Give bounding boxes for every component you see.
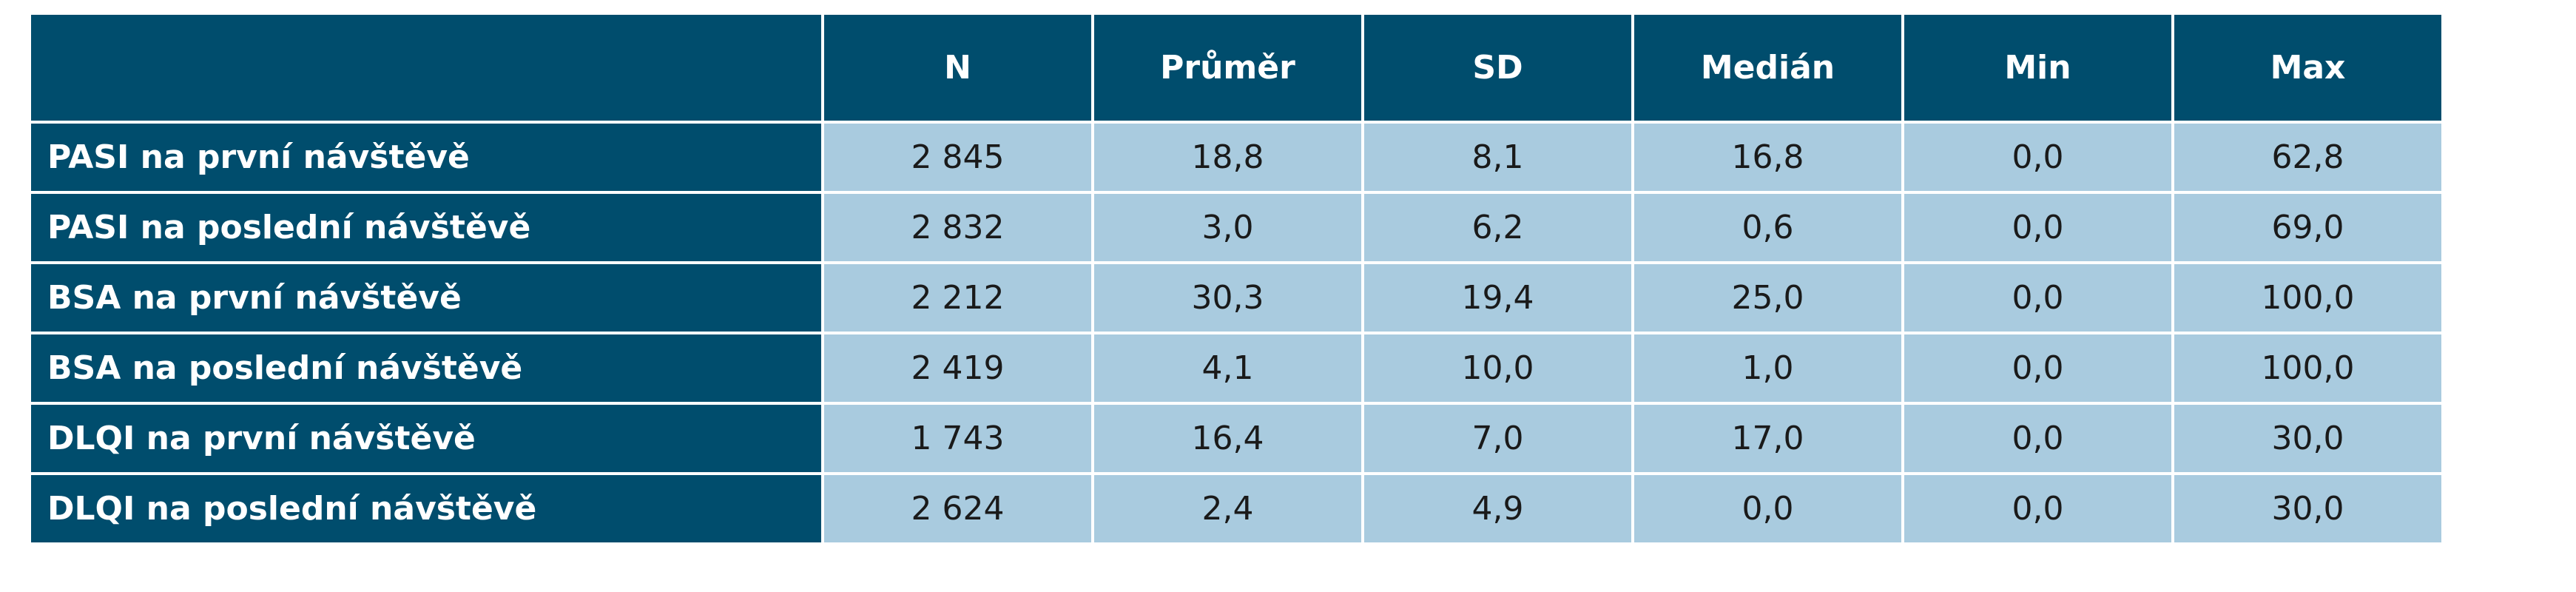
table-cell: 18,8: [1094, 124, 1361, 191]
table-cell: 19,4: [1364, 264, 1631, 332]
corner-cell: [31, 15, 821, 121]
table-cell: 2 624: [824, 475, 1091, 542]
column-header: SD: [1364, 15, 1631, 121]
column-header: Max: [2174, 15, 2441, 121]
table-cell: 16,4: [1094, 405, 1361, 472]
table-cell: 6,2: [1364, 194, 1631, 261]
column-header: Medián: [1634, 15, 1901, 121]
table-cell: 8,1: [1364, 124, 1631, 191]
table-cell: 1 743: [824, 405, 1091, 472]
table-cell: 30,3: [1094, 264, 1361, 332]
table-cell: 16,8: [1634, 124, 1901, 191]
table-cell: 0,0: [1904, 264, 2171, 332]
table-cell: 7,0: [1364, 405, 1631, 472]
table-row: BSA na poslední návštěvě 2 419 4,1 10,0 1,0 0…: [31, 334, 2441, 402]
table-cell: 0,6: [1634, 194, 1901, 261]
table-cell: 2,4: [1094, 475, 1361, 542]
table-row: PASI na poslední návštěvě 2 832 3,0 6,2 0,6 0…: [31, 194, 2441, 261]
table-cell: 2 419: [824, 334, 1091, 402]
table-cell: 10,0: [1364, 334, 1631, 402]
column-header: Min: [1904, 15, 2171, 121]
table-cell: 3,0: [1094, 194, 1361, 261]
table-cell: 0,0: [1904, 405, 2171, 472]
table-cell: 100,0: [2174, 334, 2441, 402]
table-header: N Průměr SD Medián Min Max: [31, 15, 2441, 121]
row-header: DLQI na poslední návštěvě: [31, 475, 821, 542]
table-cell: 4,9: [1364, 475, 1631, 542]
table-row: DLQI na první návštěvě 1 743 16,4 7,0 17,0 0,…: [31, 405, 2441, 472]
table-cell: 25,0: [1634, 264, 1901, 332]
table-row: BSA na první návštěvě 2 212 30,3 19,4 25,0 0,…: [31, 264, 2441, 332]
table-cell: 0,0: [1634, 475, 1901, 542]
table-body: PASI na první návštěvě 2 845 18,8 8,1 16,8 0,…: [31, 124, 2441, 542]
table-cell: 0,0: [1904, 124, 2171, 191]
row-header: BSA na první návštěvě: [31, 264, 821, 332]
table-cell: 100,0: [2174, 264, 2441, 332]
table-cell: 2 832: [824, 194, 1091, 261]
table-cell: 1,0: [1634, 334, 1901, 402]
table-row: PASI na první návštěvě 2 845 18,8 8,1 16,8 0,…: [31, 124, 2441, 191]
table-cell: 17,0: [1634, 405, 1901, 472]
row-header: PASI na poslední návštěvě: [31, 194, 821, 261]
table-cell: 0,0: [1904, 475, 2171, 542]
row-header: PASI na první návštěvě: [31, 124, 821, 191]
table-cell: 4,1: [1094, 334, 1361, 402]
table-cell: 2 212: [824, 264, 1091, 332]
table-row: DLQI na poslední návštěvě 2 624 2,4 4,9 0,0 0…: [31, 475, 2441, 542]
column-header: N: [824, 15, 1091, 121]
stats-table: N Průměr SD Medián Min Max PASI na první návš…: [28, 12, 2444, 545]
row-header: DLQI na první návštěvě: [31, 405, 821, 472]
table-cell: 2 845: [824, 124, 1091, 191]
header-row: N Průměr SD Medián Min Max: [31, 15, 2441, 121]
row-header: BSA na poslední návštěvě: [31, 334, 821, 402]
table-cell: 30,0: [2174, 405, 2441, 472]
table-cell: 62,8: [2174, 124, 2441, 191]
table-cell: 0,0: [1904, 334, 2171, 402]
column-header: Průměr: [1094, 15, 1361, 121]
table-cell: 30,0: [2174, 475, 2441, 542]
table-cell: 69,0: [2174, 194, 2441, 261]
table-cell: 0,0: [1904, 194, 2171, 261]
